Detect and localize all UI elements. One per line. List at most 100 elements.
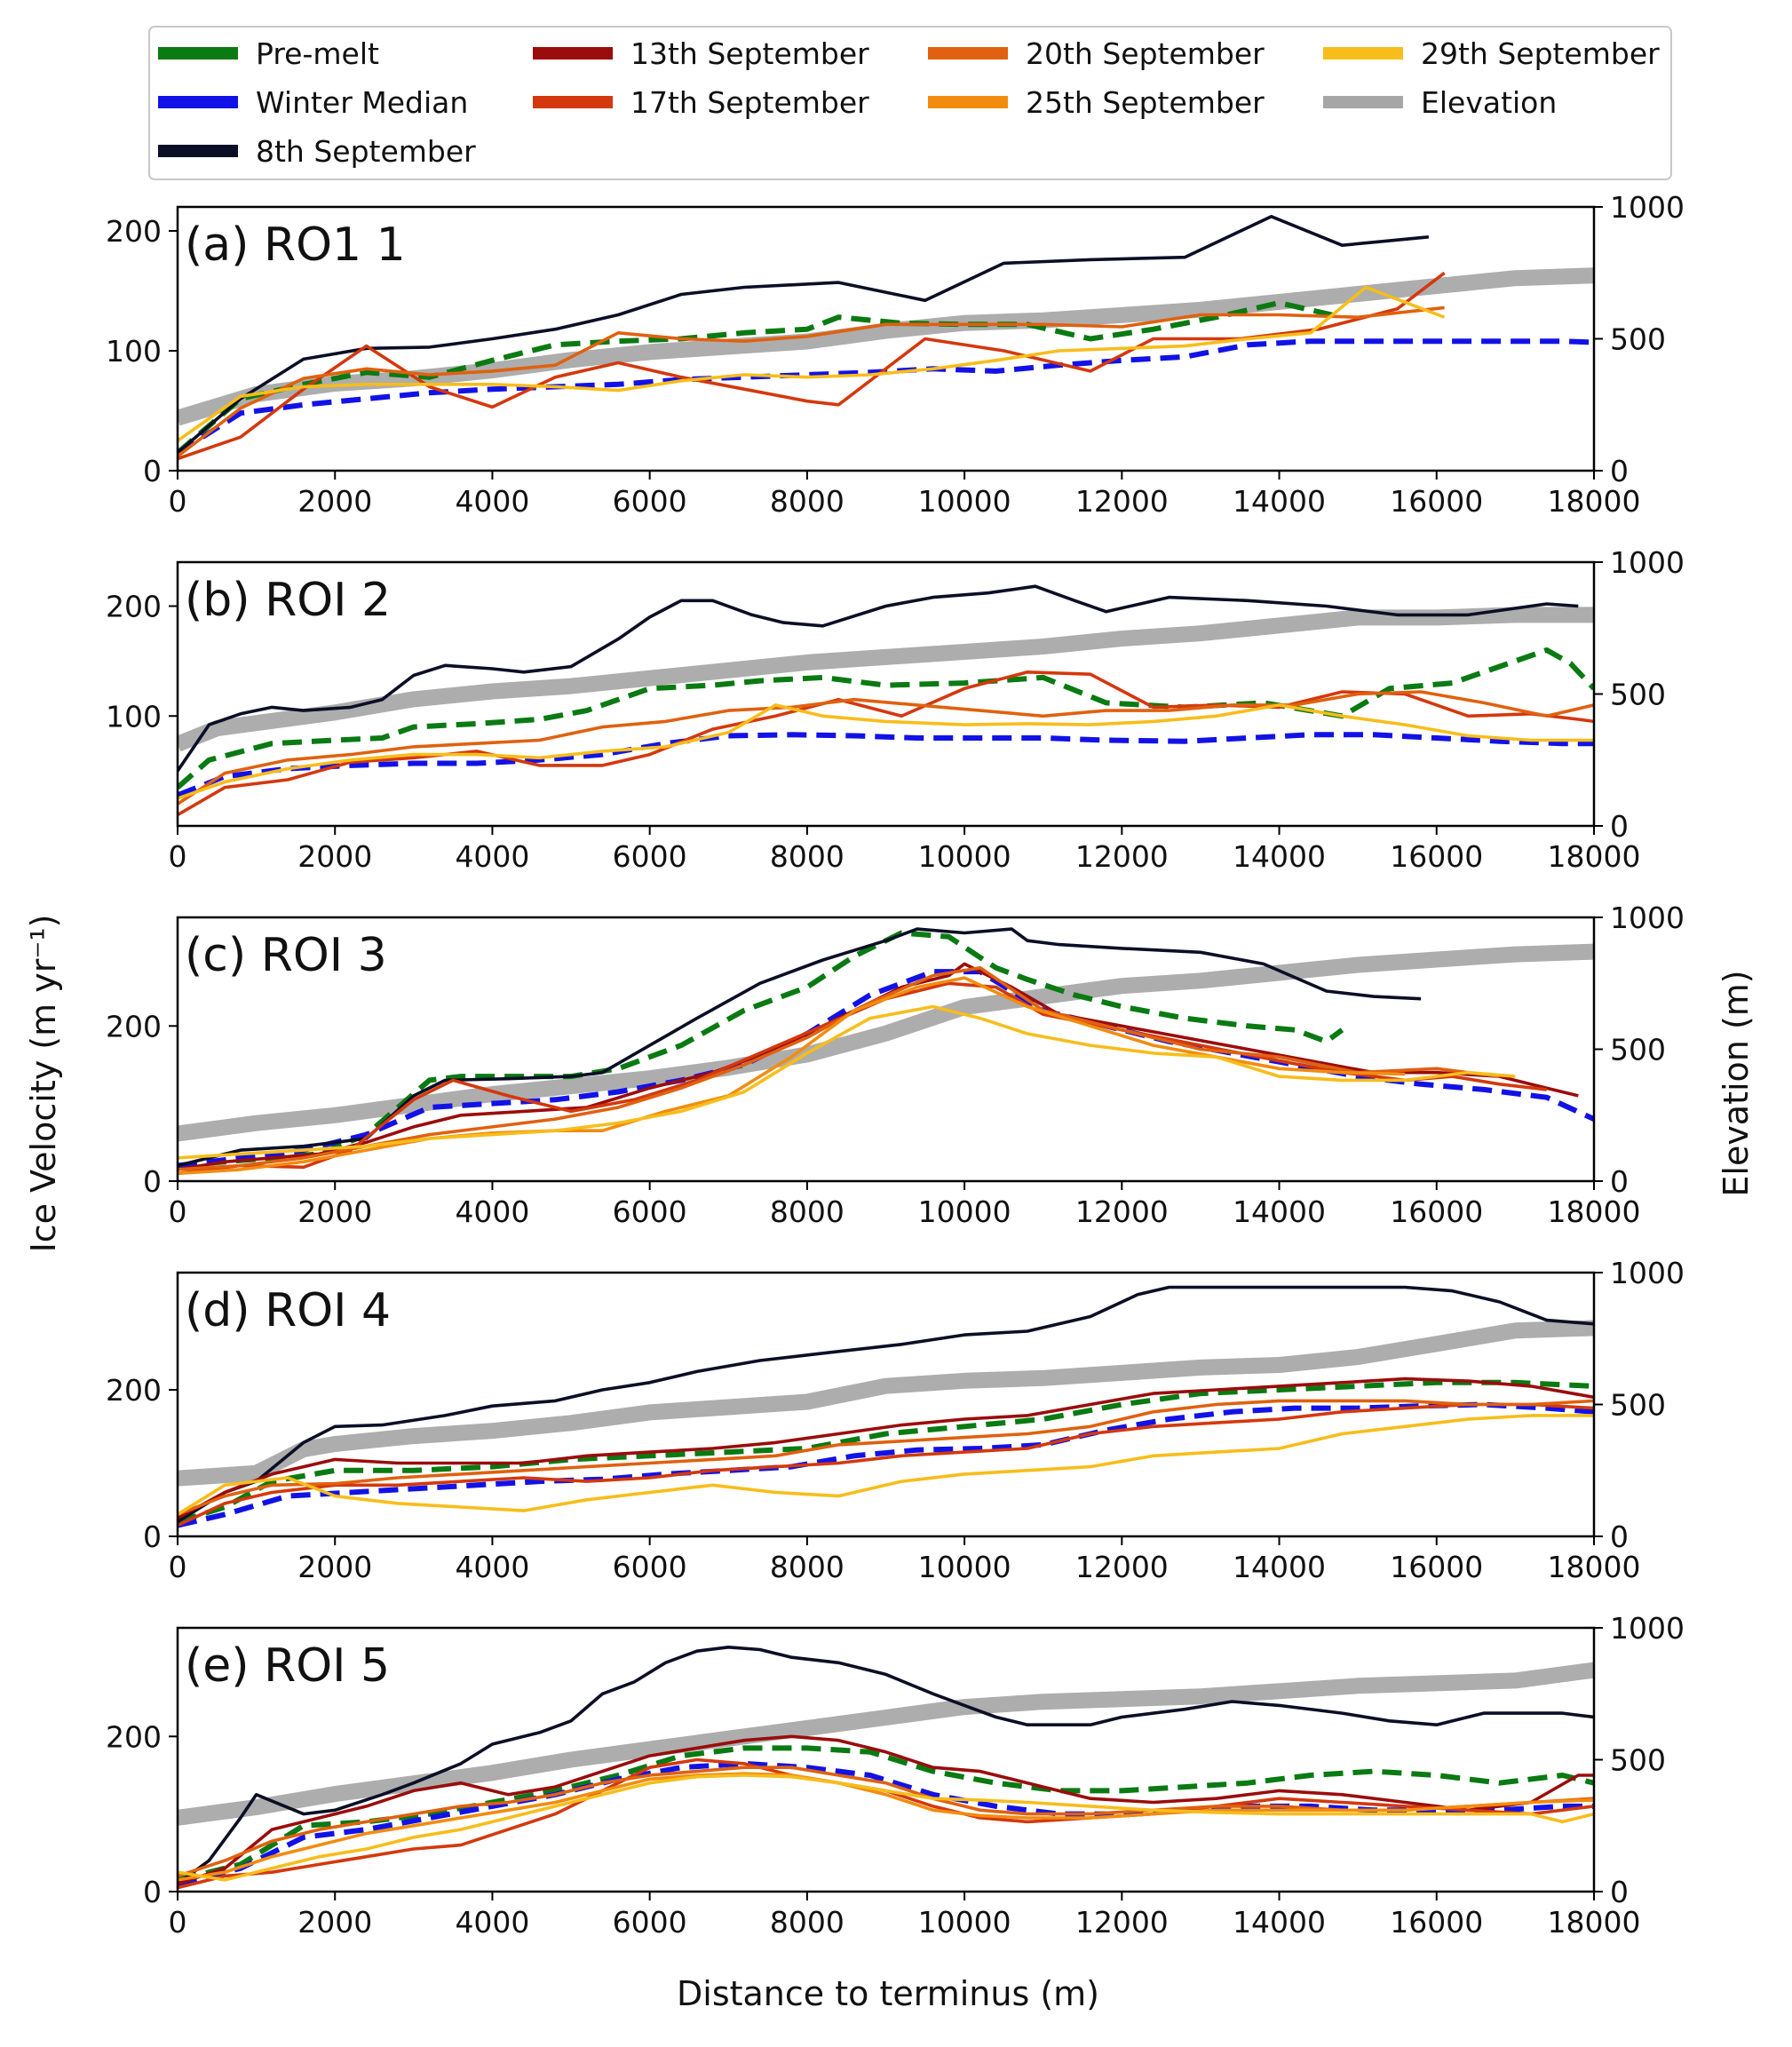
series-line-29th-september bbox=[178, 703, 1594, 800]
x-tick-label: 18000 bbox=[1548, 484, 1641, 519]
series-line-17th-september bbox=[178, 271, 1446, 461]
x-tick-label: 0 bbox=[169, 1194, 187, 1229]
x-tick-label: 10000 bbox=[918, 484, 1011, 519]
legend-item-13th-september: 13th September bbox=[533, 36, 869, 71]
legend-item-25th-september: 25th September bbox=[928, 85, 1265, 120]
series-line-17th-september bbox=[178, 1402, 1594, 1527]
series-line-13th-september bbox=[178, 1377, 1594, 1519]
x-tick-label: 0 bbox=[169, 1550, 187, 1584]
panel-label: (e) ROI 5 bbox=[185, 1639, 390, 1693]
x-tick-label: 8000 bbox=[770, 1550, 844, 1584]
series-line-8th-september bbox=[178, 1285, 1594, 1524]
legend-label: 20th September bbox=[1026, 36, 1265, 71]
series-line-20th-september bbox=[178, 305, 1445, 458]
panel-label: (a) RO1 1 bbox=[185, 218, 406, 272]
x-tick-label: 16000 bbox=[1390, 1905, 1483, 1940]
x-tick-label: 10000 bbox=[918, 1905, 1011, 1940]
plot-area bbox=[178, 927, 1594, 1176]
x-tick-label: 2000 bbox=[297, 1550, 372, 1584]
x-tick-label: 4000 bbox=[455, 1550, 529, 1584]
y2-tick-label: 500 bbox=[1610, 1388, 1666, 1423]
series-line-29th-september bbox=[178, 1773, 1594, 1882]
shared-right-axis-label: Elevation (m) bbox=[1717, 970, 1756, 1196]
y2-tick-label: 0 bbox=[1610, 1875, 1629, 1909]
panel-3: 0 2000 4000 6000 8000 10000 12000 14000 16000 180… bbox=[106, 901, 1685, 1229]
y2-tick-label: 0 bbox=[1610, 454, 1629, 488]
y2-tick-label: 1000 bbox=[1610, 1611, 1685, 1646]
y2-tick-label: 1000 bbox=[1610, 545, 1685, 580]
x-tick-label: 8000 bbox=[770, 1194, 844, 1229]
x-tick-label: 2000 bbox=[297, 1905, 372, 1940]
y2-tick-label: 500 bbox=[1610, 678, 1666, 712]
x-tick-label: 18000 bbox=[1548, 1194, 1641, 1229]
x-tick-label: 2000 bbox=[297, 484, 372, 519]
y-tick-label: 100 bbox=[106, 699, 162, 734]
y-tick-label: 200 bbox=[106, 1719, 162, 1754]
x-tick-label: 18000 bbox=[1548, 1905, 1641, 1940]
x-tick-label: 10000 bbox=[918, 839, 1011, 874]
y-tick-label: 0 bbox=[143, 1875, 162, 1909]
series-line-pre-melt bbox=[178, 647, 1594, 789]
x-tick-label: 8000 bbox=[770, 484, 844, 519]
legend-item-winter-median: Winter Median bbox=[158, 85, 468, 120]
series-line-8th-september bbox=[178, 215, 1430, 455]
x-tick-label: 14000 bbox=[1233, 1550, 1326, 1584]
x-tick-label: 4000 bbox=[455, 1905, 529, 1940]
x-tick-label: 18000 bbox=[1548, 839, 1641, 874]
legend-item-17th-september: 17th September bbox=[533, 85, 869, 120]
series-line-elevation bbox=[178, 1320, 1594, 1487]
x-tick-label: 14000 bbox=[1233, 484, 1326, 519]
y2-tick-label: 500 bbox=[1610, 1033, 1666, 1067]
series-line-29th-september bbox=[178, 1004, 1516, 1160]
y2-tick-label: 500 bbox=[1610, 1743, 1666, 1778]
series-line-winter-median bbox=[178, 732, 1594, 798]
legend-label: 29th September bbox=[1421, 36, 1660, 71]
x-tick-label: 6000 bbox=[613, 1550, 687, 1584]
y-tick-label: 200 bbox=[106, 1373, 162, 1408]
x-tick-label: 6000 bbox=[613, 484, 687, 519]
series-line-17th-september bbox=[178, 670, 1594, 817]
series-line-8th-september bbox=[178, 1646, 1594, 1885]
x-tick-label: 16000 bbox=[1390, 484, 1483, 519]
x-tick-label: 4000 bbox=[455, 484, 529, 519]
shared-y-axis-label: Ice Velocity (m yr⁻¹) bbox=[24, 915, 63, 1253]
y2-tick-label: 0 bbox=[1610, 809, 1629, 844]
series-line-pre-melt bbox=[178, 300, 1344, 456]
x-tick-label: 6000 bbox=[613, 1905, 687, 1940]
x-tick-label: 6000 bbox=[613, 839, 687, 874]
legend: Pre-melt Winter Median 8th September 13th S… bbox=[148, 26, 1672, 180]
y2-tick-label: 0 bbox=[1610, 1164, 1629, 1199]
x-tick-label: 12000 bbox=[1075, 1550, 1169, 1584]
plot-area bbox=[178, 1646, 1594, 1890]
series-line-winter-median bbox=[178, 1401, 1594, 1528]
series-line-13th-september bbox=[178, 962, 1579, 1171]
panel-1: 0 2000 4000 6000 8000 10000 12000 14000 16000 180… bbox=[106, 190, 1685, 519]
panel-label: (b) ROI 2 bbox=[185, 574, 391, 627]
y2-tick-label: 1000 bbox=[1610, 1256, 1685, 1290]
legend-item-elevation: Elevation bbox=[1323, 85, 1557, 120]
x-tick-label: 4000 bbox=[455, 839, 529, 874]
series-line-pre-melt bbox=[178, 1745, 1594, 1883]
y2-tick-label: 500 bbox=[1610, 322, 1666, 357]
y2-tick-label: 0 bbox=[1610, 1519, 1629, 1554]
y-tick-label: 100 bbox=[106, 334, 162, 369]
legend-item-8th-september: 8th September bbox=[158, 134, 476, 169]
series-line-20th-september bbox=[178, 1765, 1594, 1878]
x-tick-label: 16000 bbox=[1390, 839, 1483, 874]
x-tick-label: 2000 bbox=[297, 1194, 372, 1229]
shared-x-axis-label: Distance to terminus (m) bbox=[677, 1974, 1099, 2013]
x-tick-label: 4000 bbox=[455, 1194, 529, 1229]
series-line-winter-median bbox=[178, 969, 1594, 1169]
y-tick-label: 200 bbox=[106, 214, 162, 249]
legend-label: 13th September bbox=[630, 36, 869, 71]
series-line-winter-median bbox=[178, 1760, 1594, 1887]
x-tick-label: 14000 bbox=[1233, 839, 1326, 874]
y2-tick-label: 1000 bbox=[1610, 190, 1685, 225]
panel-label: (c) ROI 3 bbox=[185, 929, 387, 982]
x-tick-label: 12000 bbox=[1075, 484, 1169, 519]
x-tick-label: 14000 bbox=[1233, 1905, 1326, 1940]
x-tick-label: 18000 bbox=[1548, 1550, 1641, 1584]
series-line-pre-melt bbox=[178, 1379, 1594, 1525]
x-tick-label: 6000 bbox=[613, 1194, 687, 1229]
y-tick-label: 0 bbox=[143, 454, 162, 488]
